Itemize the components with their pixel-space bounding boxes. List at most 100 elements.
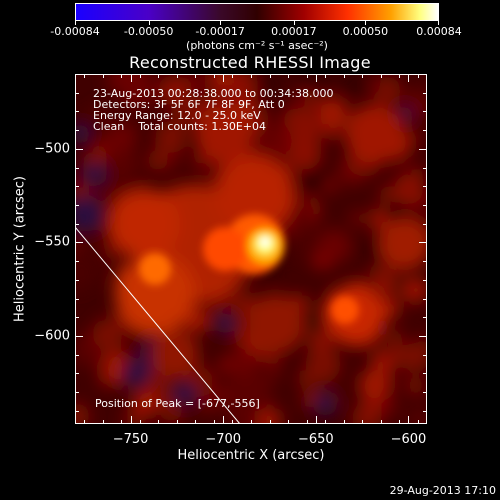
heatmap-emission-region <box>110 189 180 259</box>
x-minor-tick <box>325 74 327 78</box>
colorbar-units: (photons cm⁻² s⁻¹ asec⁻²) <box>186 39 328 52</box>
y-tick <box>419 242 427 244</box>
heatmap-cell <box>230 348 257 374</box>
y-minor-tick <box>423 298 427 300</box>
y-minor-tick <box>75 111 79 113</box>
heatmap-cell <box>402 331 417 346</box>
heatmap-cell <box>358 369 391 401</box>
heatmap-cell <box>75 233 87 257</box>
y-minor-tick <box>75 205 79 207</box>
heatmap-cell <box>263 126 293 156</box>
heatmap-emission-region <box>379 218 427 270</box>
y-tick-label: −500 <box>34 141 70 157</box>
x-minor-tick <box>288 420 290 424</box>
heatmap-low-region <box>75 196 103 232</box>
heatmap-cell <box>253 406 281 424</box>
x-minor-tick <box>176 74 178 78</box>
x-minor-tick <box>102 420 104 424</box>
x-minor-tick <box>195 74 197 78</box>
solar-limb-line <box>75 226 241 424</box>
heatmap-peak-source <box>139 253 171 285</box>
heatmap-cell <box>410 128 426 144</box>
info-time-range: 23-Aug-2013 00:28:38.000 to 00:34:38.000 <box>93 87 334 100</box>
heatmap-cell <box>154 121 188 154</box>
colorbar-tick <box>438 21 439 25</box>
y-minor-tick <box>423 392 427 394</box>
colorbar-tick <box>365 21 366 25</box>
heatmap-cell <box>323 179 337 193</box>
heatmap-cell <box>219 90 234 105</box>
heatmap-low-region <box>313 392 337 416</box>
y-minor-tick <box>75 223 79 225</box>
x-minor-tick <box>362 420 364 424</box>
heatmap-image <box>75 74 427 424</box>
x-minor-tick <box>417 420 419 424</box>
x-minor-tick <box>176 420 178 424</box>
footer-date: 29-Aug-2013 17:10 <box>389 484 496 497</box>
heatmap-low-region <box>121 360 149 388</box>
y-minor-tick <box>423 130 427 132</box>
heatmap-cell <box>222 384 251 413</box>
x-minor-tick <box>399 420 401 424</box>
heatmap-cell <box>132 388 159 416</box>
y-minor-tick <box>423 111 427 113</box>
heatmap-emission-region <box>115 254 195 334</box>
heatmap-emission-region <box>215 154 295 234</box>
x-axis-label: Heliocentric X (arcsec) <box>177 448 325 463</box>
x-tick-label: −700 <box>205 432 242 447</box>
x-minor-tick <box>269 420 271 424</box>
heatmap-cell <box>109 150 138 179</box>
heatmap-cell <box>75 260 93 292</box>
y-minor-tick <box>75 298 79 300</box>
colorbar-tick <box>294 21 295 25</box>
x-minor-tick <box>306 420 308 424</box>
heatmap-emission-region <box>195 104 255 164</box>
heatmap-cell <box>397 336 427 371</box>
x-minor-tick <box>306 74 308 78</box>
x-minor-tick <box>121 420 123 424</box>
info-detectors: Detectors: 3F 5F 6F 7F 8F 9F, Att 0 <box>93 98 285 111</box>
colorbar-tick-label: -0.00050 <box>123 25 174 38</box>
heatmap-cell <box>170 109 186 125</box>
heatmap-low-region <box>173 382 197 406</box>
x-minor-tick <box>269 74 271 78</box>
x-tick <box>130 74 132 82</box>
heatmap-cell <box>412 74 427 83</box>
heatmap-cell <box>75 402 90 424</box>
heatmap-low-region <box>75 124 90 144</box>
colorbar-tick <box>220 21 221 25</box>
heatmap-cell <box>403 278 427 302</box>
y-minor-tick <box>75 92 79 94</box>
heatmap-cell <box>316 228 352 264</box>
y-minor-tick <box>423 186 427 188</box>
x-tick-label: −750 <box>112 432 149 447</box>
x-tick <box>315 74 317 82</box>
x-minor-tick <box>158 420 160 424</box>
x-minor-tick <box>84 420 86 424</box>
x-minor-tick <box>84 74 86 78</box>
heatmap-cell <box>407 377 425 396</box>
y-minor-tick <box>423 205 427 207</box>
y-minor-tick <box>423 410 427 412</box>
y-minor-tick <box>423 373 427 375</box>
y-tick <box>419 336 427 338</box>
peak-label: Position of Peak = [-677,-556] <box>95 397 260 410</box>
heatmap-peak-source <box>260 237 270 247</box>
colorbar-tick-label: -0.00017 <box>195 25 245 38</box>
x-tick-label: −650 <box>297 432 334 447</box>
y-minor-tick <box>75 392 79 394</box>
heatmap-cell <box>316 96 348 128</box>
heatmap-cell <box>147 149 169 171</box>
y-minor-tick <box>75 279 79 281</box>
heatmap-low-region <box>215 314 235 334</box>
heatmap-cell <box>106 121 137 153</box>
y-minor-tick <box>423 167 427 169</box>
heatmap-cell <box>92 319 122 349</box>
heatmap-cell <box>209 74 236 92</box>
heatmap-low-region <box>397 106 413 122</box>
heatmap-cell <box>409 409 427 424</box>
y-minor-tick <box>75 354 79 356</box>
x-tick <box>408 416 410 424</box>
heatmap-emission-region <box>345 104 405 164</box>
x-minor-tick <box>213 420 215 424</box>
